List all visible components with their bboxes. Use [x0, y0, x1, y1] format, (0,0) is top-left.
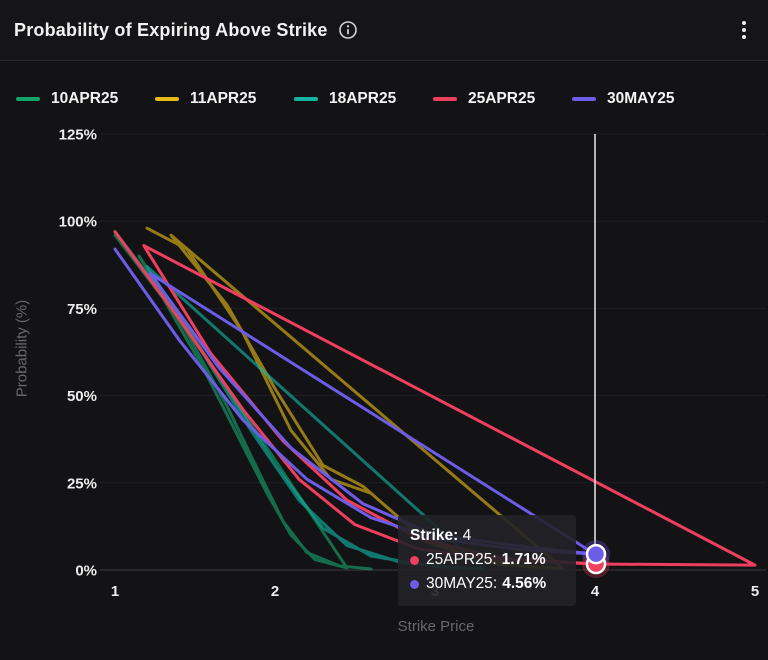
legend-swatch-icon [155, 97, 179, 101]
x-tick-label: 4 [591, 583, 600, 600]
x-tick-label: 5 [751, 583, 759, 600]
y-tick-label: 25% [67, 475, 97, 492]
tooltip-row-25apr25: 25APR25: 1.71% [410, 548, 564, 572]
x-tick-label: 1 [111, 583, 119, 600]
kebab-menu-icon[interactable] [734, 15, 754, 45]
marker-30may25 [585, 543, 607, 565]
legend-item-30may25[interactable]: 30MAY25 [572, 90, 711, 108]
legend-label: 18APR25 [329, 90, 397, 107]
tooltip-series-value: 1.71% [501, 551, 546, 569]
legend-label: 10APR25 [51, 90, 119, 107]
tooltip-series-value: 4.56% [502, 575, 547, 593]
legend-label: 11APR25 [190, 90, 257, 107]
legend-swatch-icon [16, 97, 40, 101]
tooltip-series-dot-icon [410, 579, 419, 589]
x-tick-label: 2 [271, 583, 279, 600]
info-icon[interactable] [338, 20, 358, 40]
y-tick-label: 0% [75, 563, 97, 580]
legend-label: 25APR25 [468, 90, 536, 107]
legend-swatch-icon [572, 97, 596, 101]
y-tick-label: 100% [59, 214, 97, 231]
y-tick-label: 75% [67, 301, 97, 318]
x-axis-title: Strike Price [397, 618, 475, 635]
tooltip: Strike: 4 25APR25: 1.71% 30MAY25: 4.56% [398, 515, 576, 607]
y-tick-label: 50% [67, 388, 97, 405]
tooltip-series-dot-icon [410, 555, 419, 565]
legend-item-25apr25[interactable]: 25APR25 [433, 90, 572, 108]
legend-item-11apr25[interactable]: 11APR25 [155, 90, 294, 108]
legend-swatch-icon [433, 97, 457, 101]
legend-item-18apr25[interactable]: 18APR25 [294, 90, 433, 108]
legend-label: 30MAY25 [607, 90, 675, 107]
tooltip-title: Strike: 4 [410, 527, 472, 544]
tooltip-series-name: 25APR25: [426, 551, 497, 569]
legend-item-10apr25[interactable]: 10APR25 [16, 90, 155, 108]
y-tick-label: 125% [59, 127, 97, 144]
tooltip-row-30may25: 30MAY25: 4.56% [410, 572, 564, 596]
tooltip-series-name: 30MAY25: [426, 575, 498, 593]
widget-title: Probability of Expiring Above Strike [14, 19, 328, 40]
series-line-30may25[interactable] [113, 247, 597, 556]
legend-swatch-icon [294, 97, 318, 101]
chart-legend: 10APR25 11APR25 18APR25 25APR25 30MAY25 [16, 88, 760, 110]
widget-header: Probability of Expiring Above Strike [0, 0, 768, 61]
y-axis-title: Probability (%) [13, 299, 31, 398]
